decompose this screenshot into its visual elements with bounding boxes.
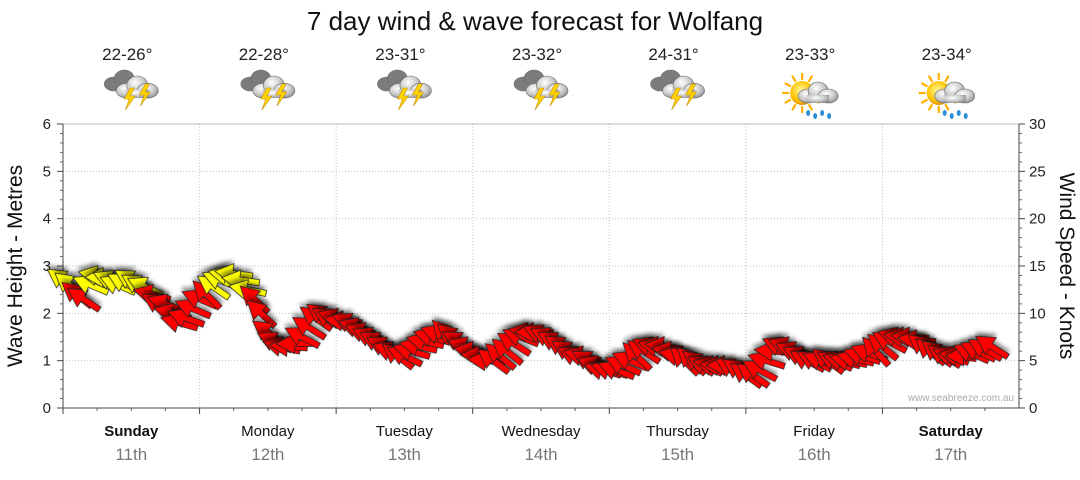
- day-date-label: 16th: [798, 445, 831, 464]
- weather-icons: [103, 69, 976, 119]
- day-name-label: Saturday: [919, 423, 984, 440]
- lightning-bolt: [411, 83, 425, 107]
- wind-arrow: [975, 335, 1010, 360]
- wind-arrow-series: [46, 262, 1010, 390]
- day-date-label: 15th: [661, 445, 694, 464]
- cloud-base: [943, 95, 966, 103]
- left-tick-label: 3: [43, 258, 51, 275]
- left-tick-label: 6: [43, 116, 51, 133]
- sun-ray: [807, 75, 814, 83]
- cloud-base: [672, 89, 696, 99]
- lightning-bolt: [275, 83, 288, 107]
- cloud-base: [262, 89, 286, 99]
- day-name-label: Friday: [793, 423, 835, 440]
- right-tick-label: 10: [1029, 305, 1046, 322]
- temperature-label: 24-31°: [648, 45, 698, 64]
- day-name-label: Wednesday: [502, 423, 581, 440]
- right-tick-label: 5: [1029, 353, 1037, 370]
- day-labels: Sunday 11th Monday 12th Tuesday 13th Wednesday…: [62, 408, 986, 464]
- temperature-label: 23-31°: [375, 45, 425, 64]
- cloud-base: [398, 89, 422, 99]
- lightning-bolt: [138, 83, 151, 107]
- rain-drop: [956, 110, 961, 116]
- day-name-label: Monday: [241, 423, 295, 440]
- wind-arrow: [246, 299, 278, 329]
- lightning-bolt: [685, 83, 698, 107]
- right-tick-label: 15: [1029, 258, 1046, 275]
- rain-drop: [820, 110, 825, 116]
- sun-ray: [920, 98, 929, 104]
- rain-drop: [949, 113, 954, 119]
- grid-lines: [63, 124, 1019, 408]
- day-date-label: 13th: [388, 445, 421, 464]
- wind-arrow: [66, 288, 102, 313]
- sun-rain-icon: [782, 73, 839, 119]
- right-tick-label: 25: [1029, 163, 1046, 180]
- sun-ray: [784, 82, 792, 88]
- lightning-bolt: [670, 87, 683, 111]
- rain-drop: [813, 113, 818, 119]
- sun-ray: [791, 75, 797, 83]
- cloud-base: [807, 95, 830, 103]
- thunderstorm-icon: [240, 69, 296, 111]
- rain-drop: [806, 110, 811, 116]
- sun-ray: [927, 103, 934, 111]
- right-tick-label: 0: [1029, 400, 1037, 417]
- left-axis-title: Wave Height - Metres: [4, 165, 27, 367]
- day-name-label: Thursday: [646, 423, 709, 440]
- thunderstorm-icon: [103, 69, 159, 111]
- left-tick-label: 2: [43, 305, 51, 322]
- cloud-base: [125, 89, 149, 99]
- day-name-label: Tuesday: [376, 423, 433, 440]
- sun-ray: [944, 75, 950, 83]
- lightning-bolt: [123, 87, 136, 111]
- left-axis-ticks: 0 1 2 3 4 5 6: [43, 116, 63, 417]
- sun-ray: [807, 103, 814, 111]
- sun-rain-icon: [918, 73, 976, 119]
- rain-drop: [942, 110, 947, 116]
- right-tick-label: 30: [1029, 116, 1046, 133]
- temperature-label: 23-33°: [785, 45, 835, 64]
- temperature-labels: 22-26° 22-28° 23-31° 23-32° 24-31° 23-33° 23-3…: [102, 45, 972, 64]
- left-tick-label: 1: [43, 353, 51, 370]
- left-tick-label: 0: [43, 400, 51, 417]
- thunderstorm-icon: [513, 69, 569, 111]
- sun-ray: [791, 103, 797, 111]
- right-axis-title: Wind Speed - Knots: [1055, 173, 1078, 360]
- lightning-bolt: [396, 87, 410, 111]
- temperature-label: 23-34°: [922, 45, 972, 64]
- day-date-label: 14th: [524, 445, 557, 464]
- day-date-label: 11th: [115, 445, 147, 464]
- lightning-bolt: [533, 87, 546, 111]
- lightning-bolt: [548, 83, 561, 107]
- sun-ray: [784, 98, 792, 104]
- rain-drop: [827, 113, 832, 119]
- temperature-label: 23-32°: [512, 45, 562, 64]
- left-tick-label: 4: [43, 211, 51, 228]
- rain-drop: [963, 113, 968, 119]
- day-date-label: 17th: [934, 445, 967, 464]
- sun-ray: [927, 75, 934, 83]
- thunderstorm-icon: [650, 69, 705, 111]
- left-tick-label: 5: [43, 163, 51, 180]
- chart-title: 7 day wind & wave forecast for Wolfang: [307, 6, 763, 36]
- sun-ray: [920, 82, 929, 88]
- temperature-label: 22-28°: [239, 45, 289, 64]
- watermark: www.seabreeze.com.au: [907, 393, 1014, 404]
- day-date-label: 12th: [251, 445, 284, 464]
- lightning-bolt: [260, 87, 273, 111]
- right-axis-ticks: 0 5 10 15 20 25 30: [1019, 116, 1046, 417]
- thunderstorm-icon: [377, 69, 432, 111]
- right-tick-label: 20: [1029, 211, 1046, 228]
- sun-ray: [944, 103, 950, 111]
- temperature-label: 22-26°: [102, 45, 152, 64]
- day-name-label: Sunday: [104, 423, 159, 440]
- cloud-base: [535, 89, 559, 99]
